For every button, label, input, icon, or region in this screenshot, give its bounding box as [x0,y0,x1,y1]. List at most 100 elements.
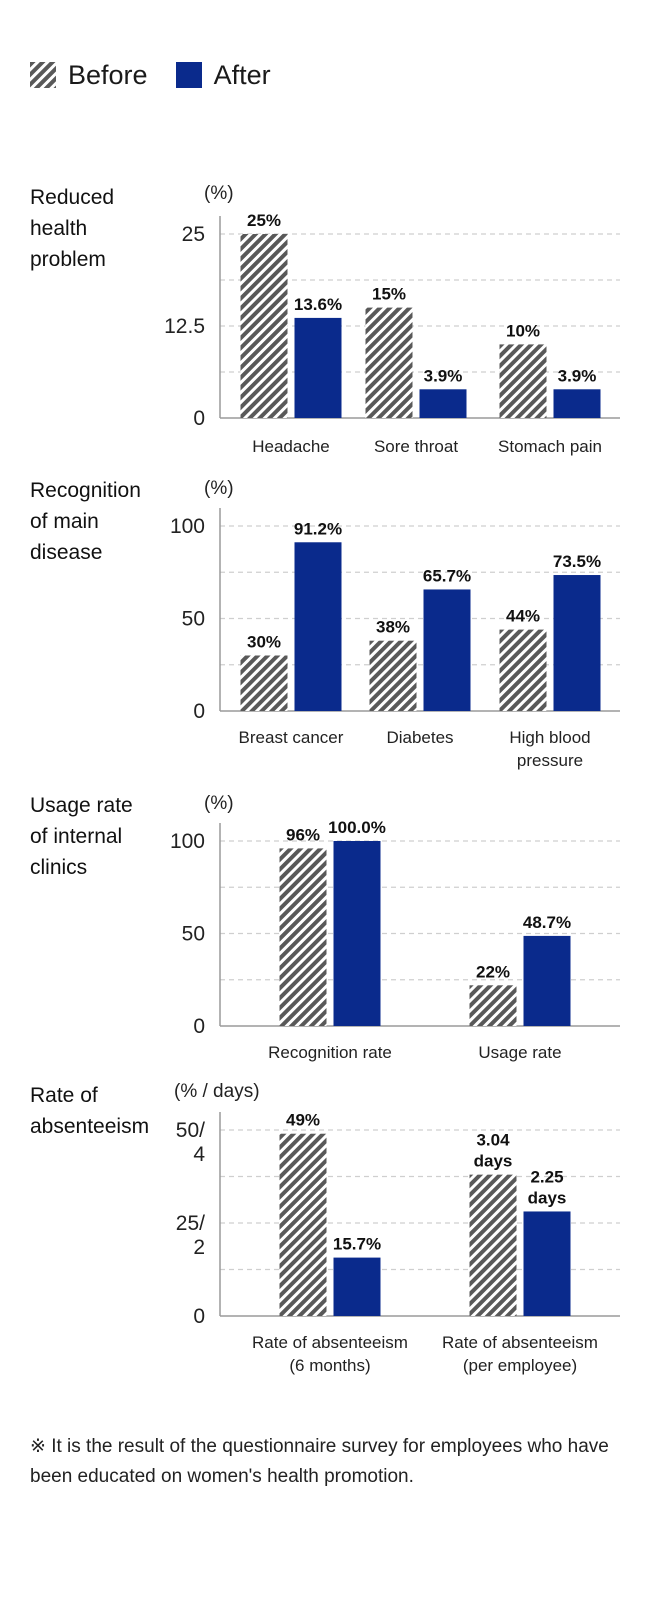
bar-before [499,629,547,711]
section-title: Reduced health problem [30,186,115,271]
legend-label-before: Before [68,59,148,90]
category-label-line: (per employee) [463,1356,577,1375]
data-label: 73.5% [553,552,601,571]
y-tick-label-line: 50/ [176,1119,205,1142]
y-tick-label: 50/4 [176,1119,206,1166]
y-tick-label-line: 0 [193,1015,205,1038]
y-tick-label: 0 [193,700,205,723]
y-tick-label-line: 25 [182,223,205,246]
bar-before [499,344,547,418]
data-label-line: 25% [247,211,281,230]
category-label-line: High blood [509,728,590,747]
category-label-line: Usage rate [478,1043,561,1062]
bar-before [469,985,517,1026]
section-title: Usage rate of internal clinics [30,794,133,879]
data-label-line: 100.0% [328,818,386,837]
data-label: 10% [506,321,540,340]
chart-reduced-health-problem: Reduced health problem (%) 0 12.5 25 25% 13.… [0,180,667,460]
legend: Before After [30,60,299,90]
legend-label-after: After [213,59,271,90]
y-tick-label: 12.5 [164,315,205,338]
section-title: Rate of absenteeism [30,1084,150,1138]
y-tick-label-line: 0 [193,407,205,430]
data-label-line: 73.5% [553,552,601,571]
legend-swatch-after [175,62,202,88]
y-tick-label: 100 [170,515,205,538]
bar-chart: 0 50 100 30% 91.2% Breast cancer 38% 65.7% Diabe… [170,508,620,770]
bar-after [419,389,467,418]
bar-after [523,935,571,1026]
y-tick-label-line: 100 [170,830,205,853]
bar-after [553,389,601,418]
data-label: 2.25 days [528,1167,567,1207]
category-label-line: Stomach pain [498,437,602,456]
category-label: Recognition rate [268,1043,392,1062]
category-label: High blood pressure [509,728,590,770]
data-label: 100.0% [328,818,386,837]
data-label-line: days [528,1188,567,1207]
category-label: Stomach pain [498,437,602,456]
y-tick-label: 0 [193,1015,205,1038]
unit-label: (% / days) [174,1081,260,1102]
legend-item-after: After [175,59,271,91]
data-label-line: 22% [476,962,510,981]
category-label-line: Rate of absenteeism [442,1333,598,1352]
bar-after [294,542,342,711]
data-label-line: 49% [286,1111,320,1130]
legend-swatch-before-fill [30,62,56,88]
category-label-line: (6 months) [289,1356,370,1375]
data-label: 38% [376,618,410,637]
bar-before [240,234,288,418]
category-label-line: Diabetes [386,728,453,747]
data-label-line: 3.04 [476,1131,510,1150]
data-label-line: 44% [506,607,540,626]
unit-label: (%) [204,793,234,814]
y-tick-label: 25/2 [176,1212,205,1259]
legend-item-before: Before [30,60,148,91]
data-label-line: 15% [372,285,406,304]
data-label: 15.7% [333,1235,381,1254]
bar-before [469,1174,517,1316]
data-label: 3.9% [558,366,597,385]
data-label: 48.7% [523,913,571,932]
y-tick-label: 100 [170,830,205,853]
category-label: Breast cancer [239,728,344,747]
y-tick-label-line: 25/ [176,1212,205,1235]
bar-chart: 0 25/2 50/4 49% 15.7% Rate of absenteeism (6 m… [176,1111,620,1375]
data-label: 49% [286,1111,320,1130]
y-tick-label-line: 0 [193,1305,205,1328]
y-tick-label-line: 0 [193,700,205,723]
y-tick-label: 50 [182,608,205,631]
y-tick-label-line: 100 [170,515,205,538]
bar-before [365,307,413,418]
category-label: Headache [252,437,330,456]
y-tick-label: 0 [193,407,205,430]
y-tick-label: 50 [182,923,205,946]
bar-after [333,1257,381,1316]
data-label-line: 65.7% [423,566,471,585]
data-label-line: days [474,1152,513,1171]
category-label-line: Headache [252,437,330,456]
data-label: 3.04 days [474,1131,513,1171]
category-label-line: Breast cancer [239,728,344,747]
data-label: 30% [247,633,281,652]
data-label-line: 15.7% [333,1235,381,1254]
bar-after [294,317,342,418]
y-tick-label: 0 [193,1305,205,1328]
bar-before [369,640,417,711]
y-tick-label-line: 2 [193,1236,205,1259]
y-tick-label-line: 12.5 [164,315,205,338]
data-label-line: 30% [247,633,281,652]
data-label-line: 3.9% [424,366,463,385]
chart-recognition-main-disease: Recognition of main disease (%) 0 50 100 30… [0,475,667,775]
bar-before [279,848,327,1026]
data-label-line: 38% [376,618,410,637]
bar-before [279,1133,327,1316]
category-label-line: Recognition rate [268,1043,392,1062]
data-label-line: 13.6% [294,295,342,314]
category-label: Rate of absenteeism (per employee) [442,1333,598,1375]
legend-swatch-after-fill [175,62,202,88]
data-label: 25% [247,211,281,230]
bar-before [240,655,288,711]
bar-after [553,575,601,711]
